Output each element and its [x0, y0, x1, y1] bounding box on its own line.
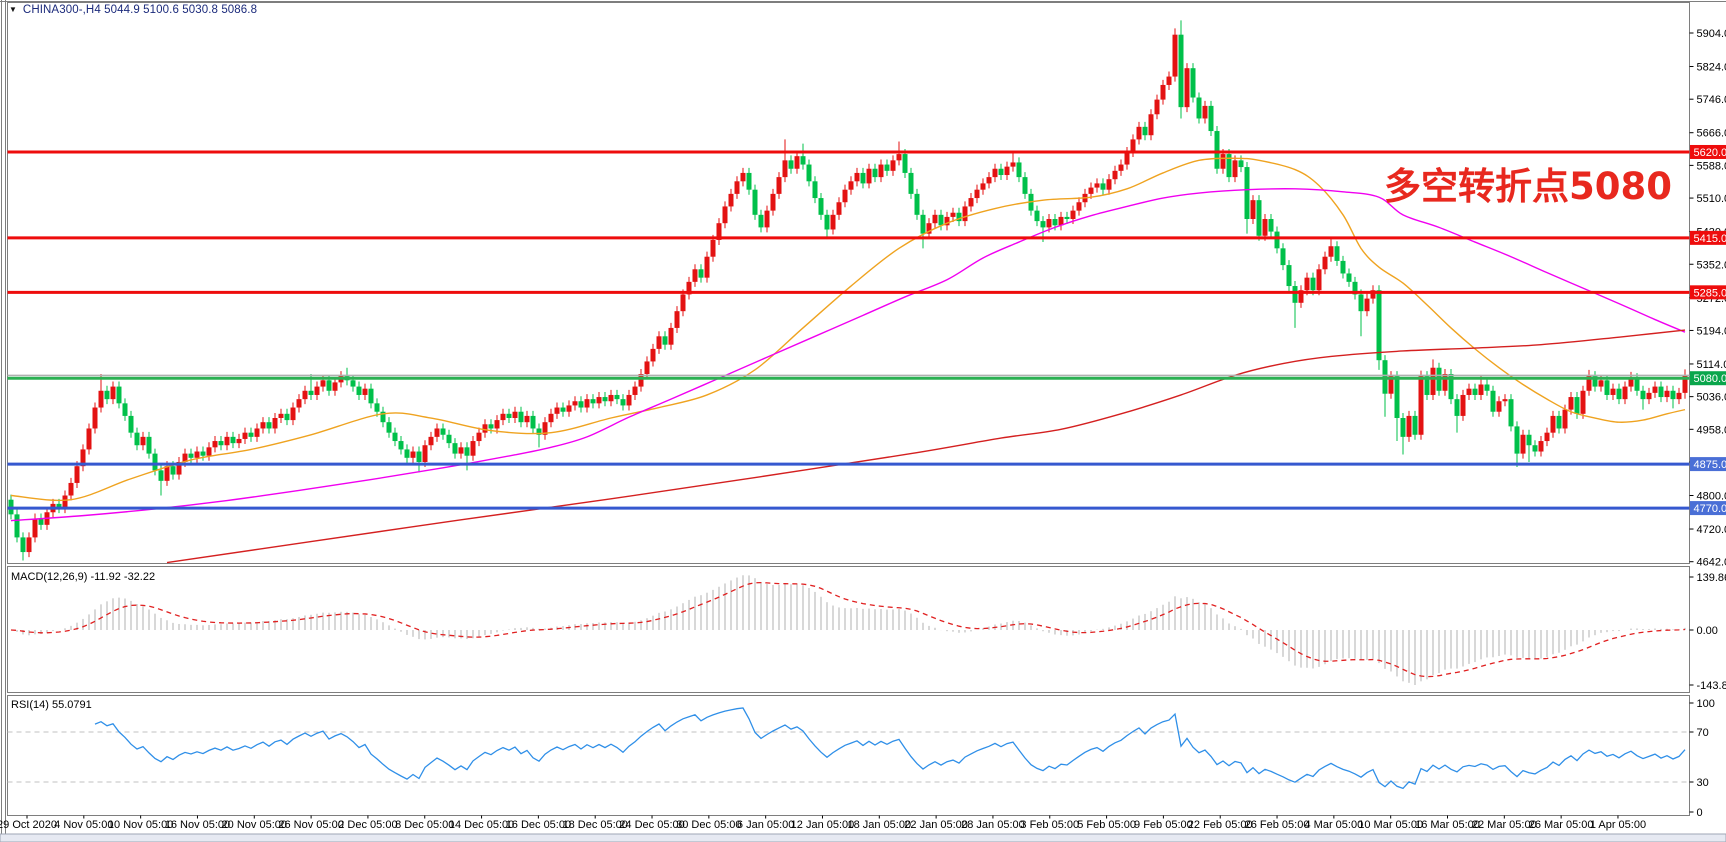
price-axis-label: 5904.0 [1697, 28, 1726, 40]
price-badge [1690, 457, 1726, 472]
time-axis-label[interactable]: 4 Nov 05:00 [54, 819, 113, 831]
price-axis-label: 5036.0 [1697, 392, 1726, 404]
annotation-text[interactable]: 多空转折点5080 [1384, 165, 1672, 208]
macd-axis-label: 0.00 [1697, 625, 1718, 637]
price-axis-label: 5510.0 [1697, 193, 1726, 205]
price-axis-label: 5194.0 [1697, 325, 1726, 337]
time-axis-label[interactable]: 8 Dec 05:00 [395, 819, 454, 831]
price-axis-label: 4642.0 [1697, 557, 1726, 569]
price-badge [1690, 285, 1726, 300]
macd-axis-label: 139.86 [1697, 572, 1726, 584]
time-axis-label[interactable]: 20 Nov 05:00 [222, 819, 287, 831]
price-badge-label: 5415.0 [1694, 233, 1726, 245]
time-axis-label[interactable]: 30 Dec 05:00 [676, 819, 741, 831]
dropdown-triangle-icon[interactable]: ▼ [9, 5, 17, 14]
macd-signal-line [10, 581, 1686, 678]
time-axis-label[interactable]: 12 Jan 05:00 [791, 819, 855, 831]
price-badge [1690, 230, 1726, 245]
price-axis-label: 5824.0 [1697, 62, 1726, 74]
main-panel-border [7, 2, 1690, 564]
ma-slow-line [166, 329, 1686, 564]
price-badge-label: 4875.0 [1694, 459, 1726, 471]
rsi-panel-border [7, 695, 1690, 816]
time-axis-label[interactable]: 24 Dec 05:00 [619, 819, 684, 831]
rsi-axis-label: 100 [1697, 698, 1715, 710]
price-axis-label: 4720.0 [1697, 524, 1726, 536]
symbol-ohlc-title: CHINA300-,H4 5044.9 5100.6 5030.8 5086.8 [22, 4, 258, 16]
price-axis-label: 5746.0 [1697, 94, 1726, 106]
price-axis-label: 5352.0 [1697, 259, 1726, 271]
price-badge-label: 5620.0 [1694, 147, 1726, 159]
time-axis-label[interactable]: 26 Nov 05:00 [278, 819, 343, 831]
macd-histogram [16, 575, 1686, 685]
price-axis-label: 5114.0 [1697, 359, 1726, 371]
rsi-line [94, 707, 1686, 790]
price-badge [1690, 371, 1726, 386]
price-badge [1690, 144, 1726, 159]
macd-indicator-label: MACD(12,26,9) -11.92 -32.22 [11, 571, 156, 583]
price-badge [1690, 501, 1726, 516]
time-axis-label[interactable]: 26 Mar 05:00 [1529, 819, 1594, 831]
ma-fast-line [10, 157, 1686, 502]
time-axis-label[interactable]: 2 Dec 05:00 [338, 819, 397, 831]
rsi-axis-label: 30 [1697, 777, 1709, 789]
time-axis-label[interactable]: 10 Nov 05:00 [108, 819, 173, 831]
rsi-axis-label: 0 [1697, 807, 1703, 819]
time-axis-label[interactable]: 29 Oct 2020 [0, 819, 57, 831]
price-badge-label: 5080.0 [1694, 373, 1726, 385]
price-badge-label: 4770.0 [1694, 503, 1726, 515]
time-axis-label[interactable]: 3 Feb 05:00 [1020, 819, 1079, 831]
time-axis-label[interactable]: 10 Mar 05:00 [1358, 819, 1423, 831]
time-axis-label[interactable]: 14 Dec 05:00 [449, 819, 514, 831]
price-axis-label: 4958.0 [1697, 424, 1726, 436]
price-axis-label: 5666.0 [1697, 128, 1726, 140]
time-axis-label[interactable]: 16 Dec 05:00 [506, 819, 571, 831]
candles [8, 20, 1688, 561]
chart-header: ▼ CHINA300-,H4 5044.9 5100.6 5030.8 5086… [9, 4, 257, 16]
rsi-indicator-label: RSI(14) 55.0791 [11, 699, 92, 711]
macd-axis-label: -143.82 [1697, 680, 1726, 692]
price-badge-label: 5285.0 [1694, 287, 1726, 299]
time-axis-label[interactable]: 22 Jan 05:00 [904, 819, 968, 831]
time-axis-label[interactable]: 5 Feb 05:00 [1077, 819, 1136, 831]
macd-panel-border [7, 566, 1690, 693]
time-axis-label[interactable]: 4 Mar 05:00 [1305, 819, 1364, 831]
price-axis-label: 5588.0 [1697, 160, 1726, 172]
time-axis-label[interactable]: 28 Jan 05:00 [961, 819, 1025, 831]
rsi-axis-label: 70 [1697, 727, 1709, 739]
time-axis-label[interactable]: 1 Apr 05:00 [1590, 819, 1646, 831]
bottom-strip [0, 833, 1726, 842]
price-axis-label: 4800.0 [1697, 491, 1726, 503]
time-axis-label[interactable]: 22 Mar 05:00 [1472, 819, 1537, 831]
time-axis-label[interactable]: 16 Nov 05:00 [165, 819, 230, 831]
time-axis-label[interactable]: 18 Jan 05:00 [847, 819, 911, 831]
time-axis-label[interactable]: 22 Feb 05:00 [1188, 819, 1253, 831]
time-axis-label[interactable]: 6 Jan 05:00 [737, 819, 795, 831]
time-axis-label[interactable]: 18 Dec 05:00 [562, 819, 627, 831]
time-axis-label[interactable]: 16 Mar 05:00 [1415, 819, 1480, 831]
time-axis-label[interactable]: 26 Feb 05:00 [1245, 819, 1310, 831]
time-axis-label[interactable]: 9 Feb 05:00 [1134, 819, 1193, 831]
